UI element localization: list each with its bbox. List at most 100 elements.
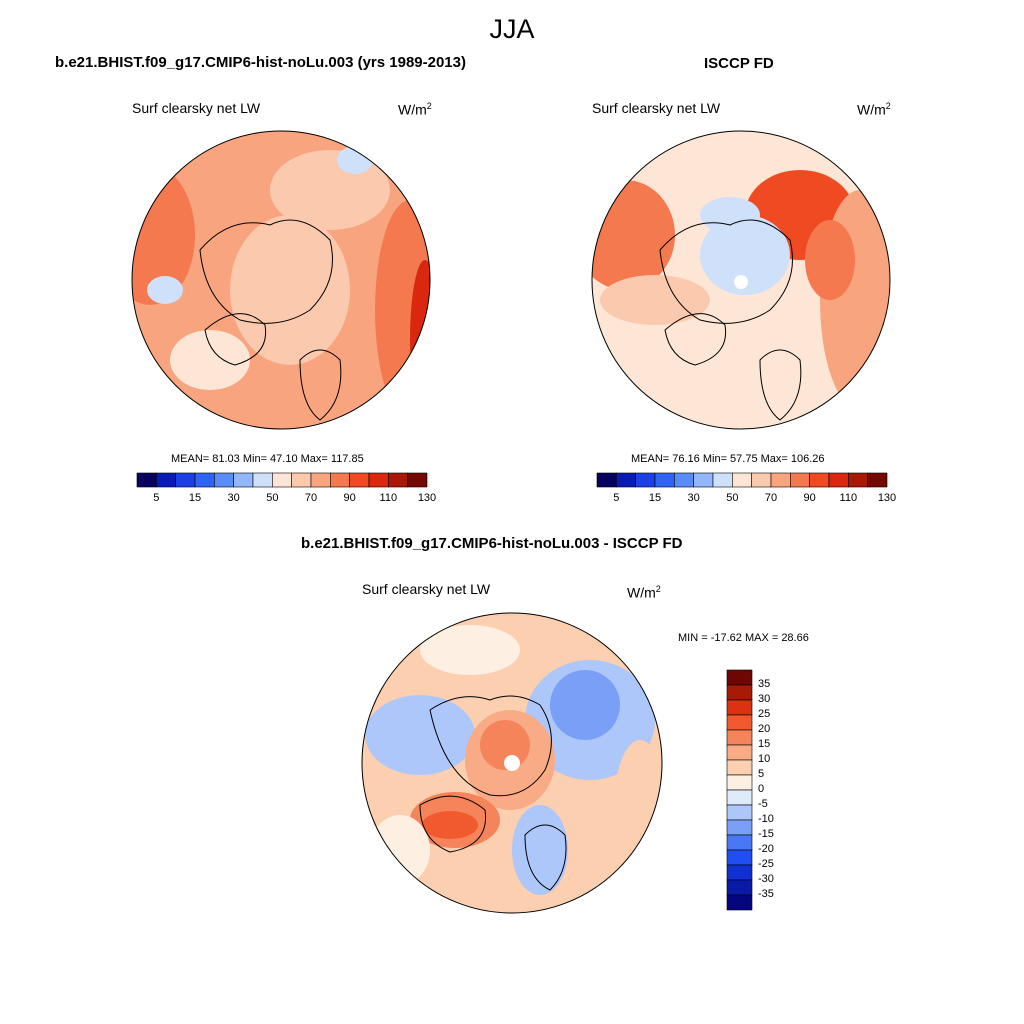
colorbar-swatch — [726, 729, 753, 746]
panel1-stats: MEAN= 81.03 Min= 47.10 Max= 117.85 — [171, 453, 364, 465]
map2-region — [700, 215, 790, 295]
colorbar-swatch — [349, 472, 370, 488]
map2-pole-hole — [734, 275, 748, 289]
panel1-variable-label: Surf clearsky net LW — [132, 100, 261, 116]
colorbar-swatch — [330, 472, 350, 488]
colorbar-swatch — [368, 472, 389, 488]
colorbar-tick-label: 50 — [266, 492, 279, 504]
colorbar-swatch — [388, 472, 408, 488]
colorbar-tick-label: 25 — [758, 708, 771, 720]
colorbar-tick-label: 110 — [379, 492, 398, 504]
panel3-colorbar — [726, 669, 753, 911]
colorbar-tick-label: 15 — [758, 738, 771, 750]
colorbar-swatch — [233, 472, 254, 488]
map2-region — [592, 180, 675, 290]
panel3-stats: MIN = -17.62 MAX = 28.66 — [678, 632, 809, 644]
colorbar-swatch — [770, 472, 791, 488]
colorbar-swatch — [310, 472, 331, 488]
colorbar-tick-label: 15 — [188, 492, 202, 504]
map1-coastline — [204, 313, 267, 366]
colorbar-tick-label: 0 — [758, 783, 765, 795]
map2-coastline — [664, 313, 727, 366]
colorbar-swatch — [726, 849, 753, 866]
panel2-stats: MEAN= 76.16 Min= 57.75 Max= 106.26 — [631, 453, 825, 465]
colorbar-swatch — [596, 472, 617, 488]
colorbar-swatch — [635, 472, 656, 488]
map3-coastline — [419, 795, 487, 853]
colorbar-tick-label: 70 — [304, 492, 318, 504]
map3-region — [512, 805, 568, 895]
panel1-colorbar — [136, 472, 428, 488]
map3-coastline — [429, 695, 552, 797]
map1-region — [147, 276, 183, 304]
panel2-map — [592, 131, 890, 429]
map1-coastline — [199, 219, 333, 324]
colorbar-swatch — [674, 472, 694, 488]
colorbar-tick-label: 30 — [227, 492, 240, 504]
colorbar-tick-label: -35 — [758, 888, 774, 900]
map2-region — [700, 197, 760, 233]
map1-region — [375, 200, 430, 420]
season-title: JJA — [489, 14, 535, 44]
panel3-units: W/m2 — [627, 584, 661, 601]
colorbar-tick-label: 130 — [417, 492, 437, 504]
map2-region — [805, 220, 855, 300]
colorbar-tick-label: -20 — [758, 843, 774, 855]
map3-region — [370, 815, 430, 885]
panel1-map-border — [131, 130, 431, 430]
colorbar-tick-label: -10 — [758, 813, 774, 825]
colorbar-swatch — [726, 864, 753, 881]
map3-region — [422, 811, 478, 839]
colorbar-tick-label: 70 — [764, 492, 778, 504]
colorbar-swatch — [726, 759, 753, 776]
map2-coastline — [759, 349, 802, 421]
colorbar-swatch — [726, 819, 753, 836]
colorbar-swatch — [790, 472, 810, 488]
colorbar-swatch — [726, 804, 753, 821]
colorbar-tick-label: 20 — [758, 723, 771, 735]
colorbar-tick-label: -30 — [758, 873, 774, 885]
map3-pole-hole — [504, 755, 520, 771]
panel3-map-border — [361, 612, 663, 914]
panel3-variable-label: Surf clearsky net LW — [362, 581, 491, 597]
colorbar-tick-label: 90 — [803, 492, 816, 504]
map2-coastline — [659, 219, 793, 324]
map3-region — [550, 670, 620, 740]
colorbar-tick-label: -15 — [758, 828, 774, 840]
colorbar-tick-label: 130 — [877, 492, 897, 504]
map1-coastline — [299, 349, 342, 421]
colorbar-tick-label: -5 — [758, 798, 768, 810]
colorbar-swatch — [726, 894, 753, 911]
map1-region — [170, 330, 250, 390]
panel2-units: W/m2 — [857, 101, 891, 118]
map3-region — [420, 625, 520, 675]
colorbar-tick-label: -25 — [758, 858, 774, 870]
colorbar-swatch — [407, 472, 428, 488]
colorbar-tick-label: 15 — [648, 492, 662, 504]
colorbar-swatch — [726, 699, 753, 716]
colorbar-swatch — [175, 472, 196, 488]
colorbar-swatch — [616, 472, 636, 488]
colorbar-swatch — [809, 472, 830, 488]
colorbar-swatch — [194, 472, 215, 488]
map3-region — [365, 695, 475, 775]
panel1-units: W/m2 — [398, 101, 432, 118]
map1-region — [230, 215, 350, 365]
map2-region — [600, 275, 710, 325]
colorbar-swatch — [726, 684, 753, 701]
colorbar-swatch — [654, 472, 675, 488]
colorbar-swatch — [726, 774, 753, 791]
colorbar-swatch — [848, 472, 868, 488]
colorbar-swatch — [252, 472, 273, 488]
colorbar-swatch — [726, 744, 753, 761]
colorbar-tick-label: 5 — [613, 492, 620, 504]
colorbar-tick-label: 90 — [343, 492, 356, 504]
map1-region — [410, 260, 430, 420]
panel2-title: ISCCP FD — [704, 55, 774, 72]
colorbar-swatch — [726, 789, 753, 806]
colorbar-tick-label: 5 — [758, 768, 765, 780]
colorbar-swatch — [726, 714, 753, 731]
colorbar-swatch — [693, 472, 714, 488]
colorbar-swatch — [828, 472, 849, 488]
